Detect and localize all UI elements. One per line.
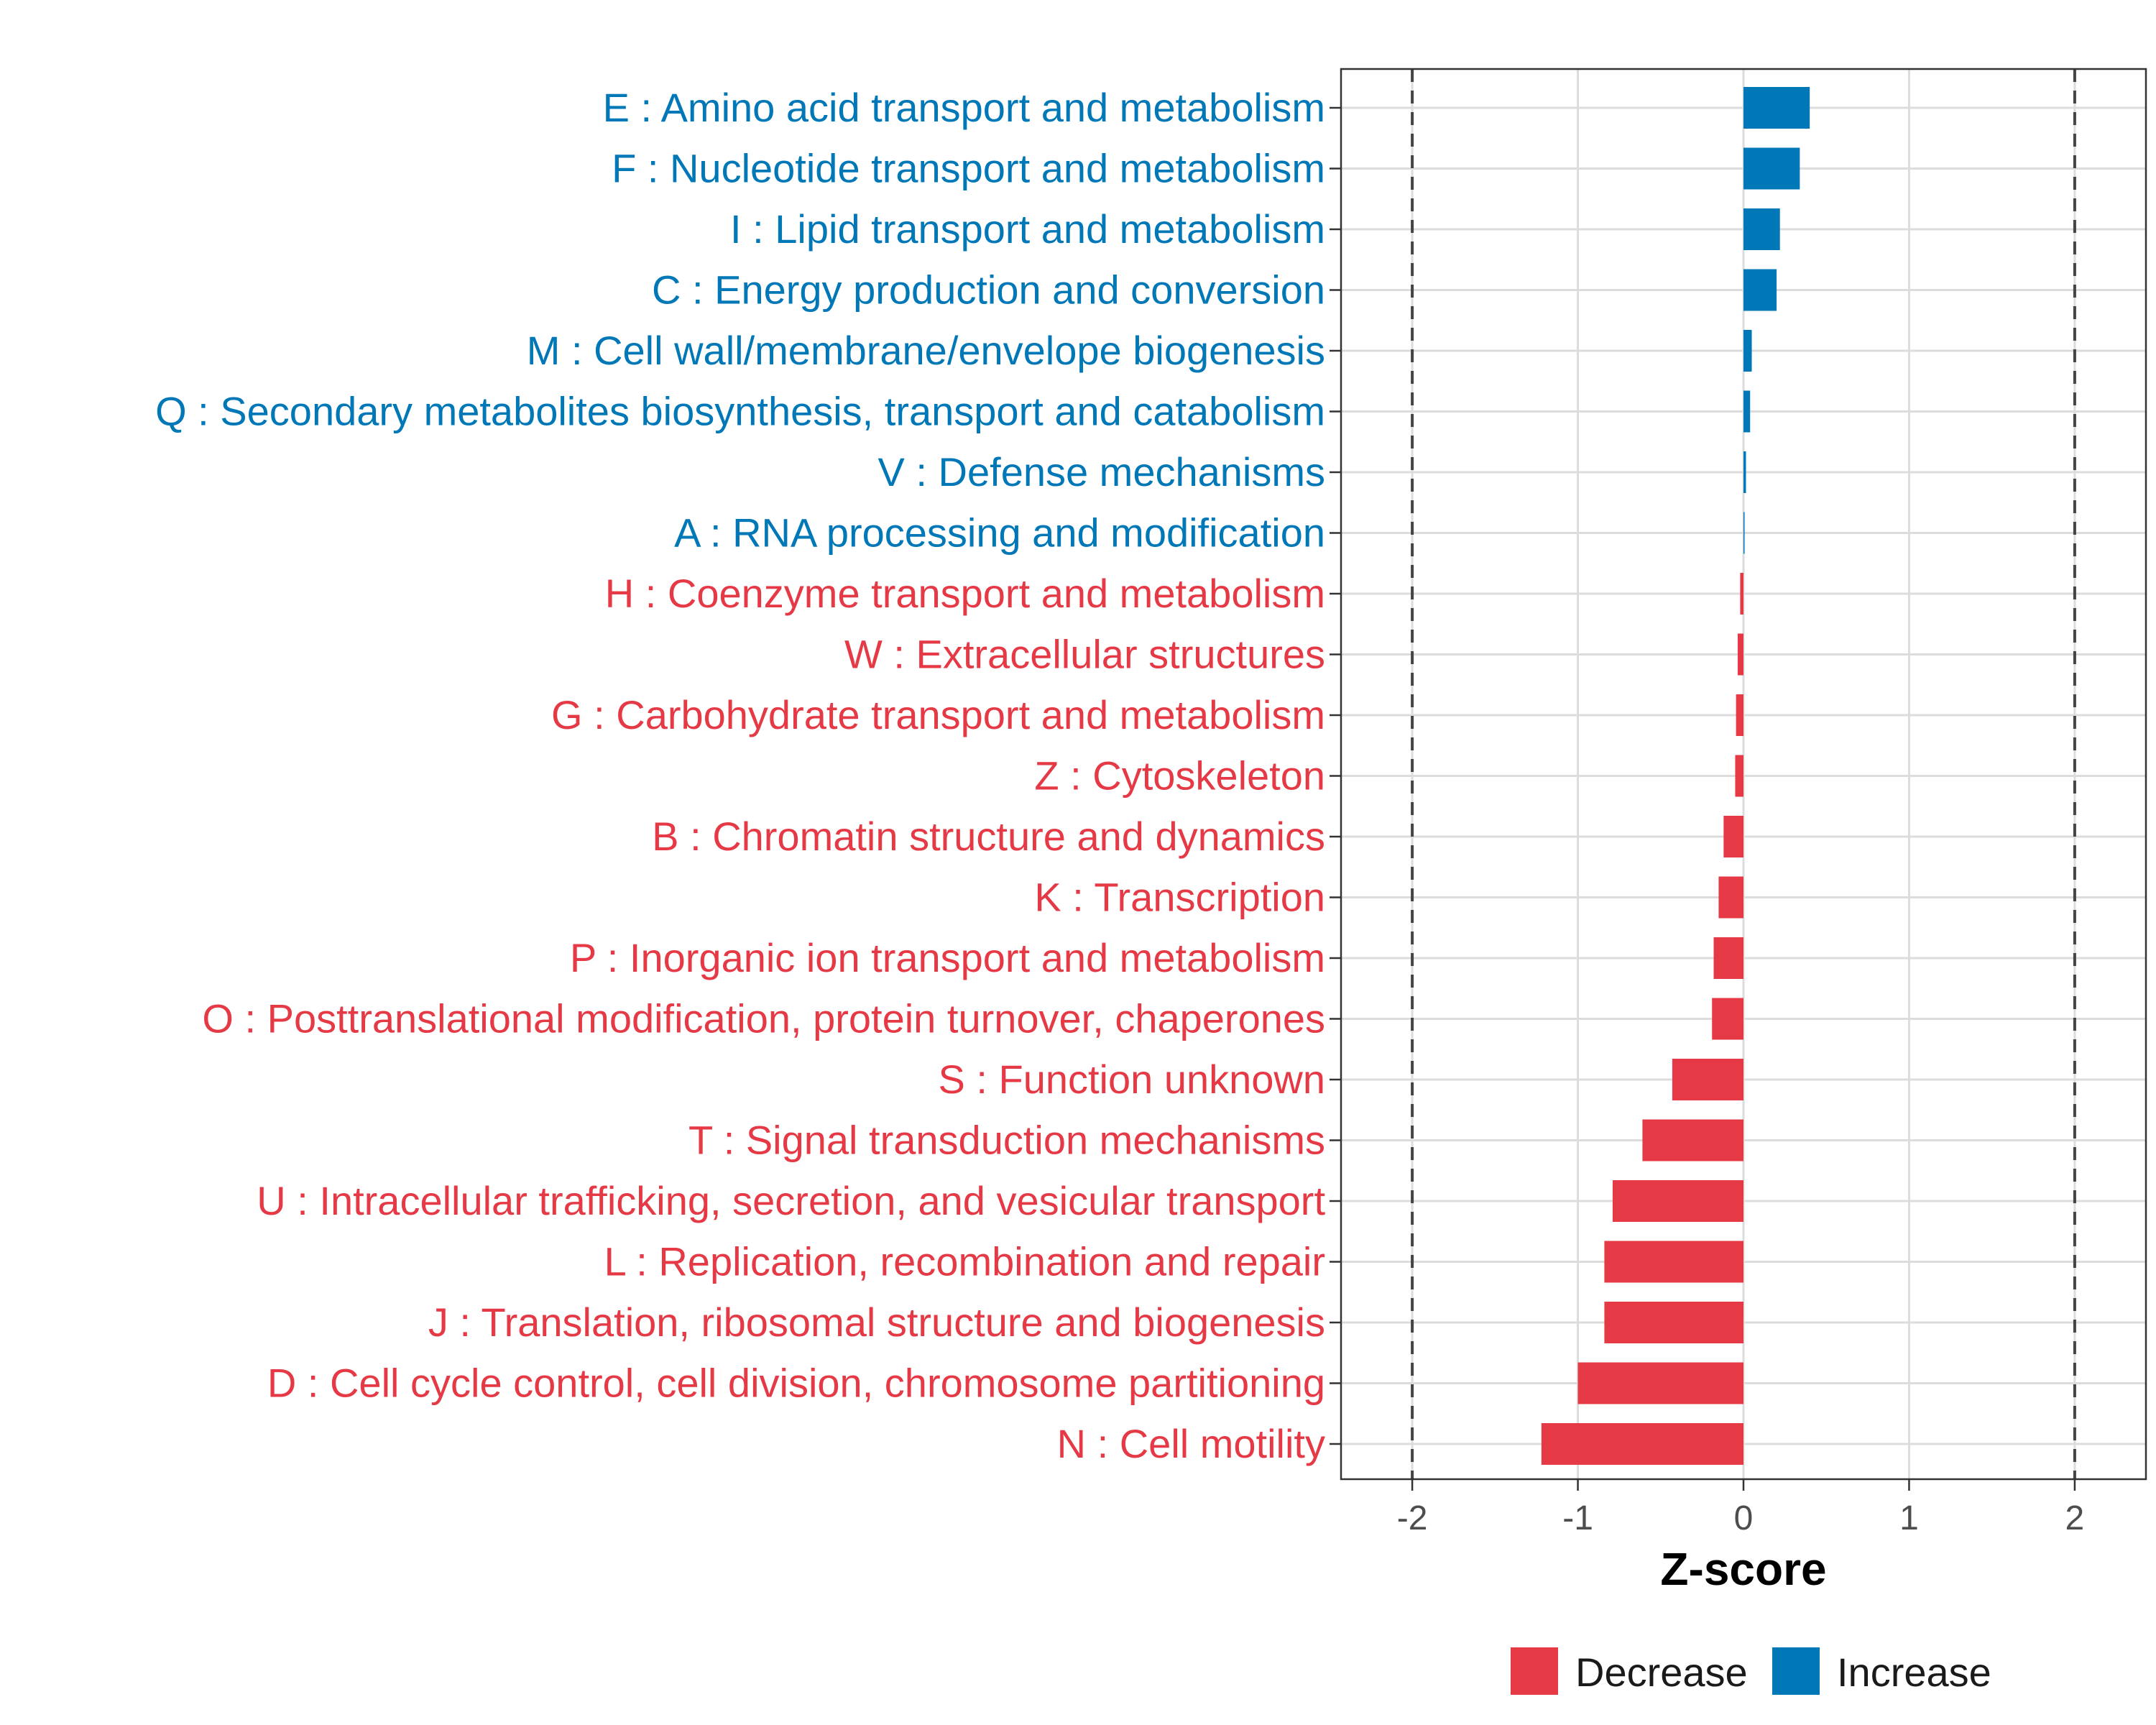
- bar: [1713, 937, 1743, 979]
- bar: [1672, 1059, 1743, 1100]
- bar: [1541, 1423, 1743, 1465]
- x-tick-label: -2: [1397, 1499, 1428, 1537]
- legend-swatch-increase: [1772, 1647, 1820, 1695]
- category-label: E : Amino acid transport and metabolism: [603, 85, 1325, 130]
- bar: [1723, 816, 1743, 857]
- category-label: Z : Cytoskeleton: [1034, 753, 1325, 799]
- category-label: P : Inorganic ion transport and metaboli…: [570, 935, 1325, 980]
- bar: [1743, 451, 1746, 493]
- bar: [1740, 573, 1743, 615]
- legend-label-increase: Increase: [1837, 1650, 1991, 1695]
- category-label: O : Posttranslational modification, prot…: [202, 996, 1325, 1041]
- bar: [1743, 147, 1800, 190]
- bar: [1735, 755, 1743, 797]
- bar: [1743, 390, 1751, 433]
- category-label: I : Lipid transport and metabolism: [730, 206, 1325, 252]
- category-label: J : Translation, ribosomal structure and…: [428, 1300, 1325, 1345]
- category-label: N : Cell motility: [1057, 1421, 1325, 1466]
- category-label: H : Coenzyme transport and metabolism: [605, 571, 1325, 616]
- bar: [1718, 876, 1743, 919]
- category-label: L : Replication, recombination and repai…: [604, 1239, 1325, 1284]
- bar: [1577, 1362, 1743, 1404]
- bar: [1612, 1180, 1743, 1222]
- bar: [1743, 87, 1810, 129]
- x-tick-label: -1: [1562, 1499, 1593, 1537]
- category-label: C : Energy production and conversion: [652, 267, 1325, 313]
- bar: [1604, 1302, 1743, 1343]
- bar: [1737, 633, 1743, 676]
- bar: [1743, 269, 1777, 311]
- legend-swatch-decrease: [1511, 1647, 1558, 1695]
- category-label: Q : Secondary metabolites biosynthesis, …: [155, 389, 1325, 434]
- legend-label-decrease: Decrease: [1575, 1650, 1748, 1695]
- category-label: A : RNA processing and modification: [674, 510, 1325, 556]
- bar: [1743, 512, 1745, 554]
- category-label: K : Transcription: [1034, 875, 1325, 920]
- x-tick-label: 1: [1899, 1499, 1919, 1537]
- category-label: W : Extracellular structures: [844, 632, 1325, 677]
- category-label: T : Signal transduction mechanisms: [688, 1118, 1325, 1163]
- x-axis-title: Z-score: [1660, 1543, 1826, 1595]
- reference-line-layer: [1411, 69, 2076, 1479]
- bar: [1743, 330, 1752, 372]
- category-label: M : Cell wall/membrane/envelope biogenes…: [527, 328, 1325, 373]
- bar: [1642, 1119, 1743, 1162]
- x-tick-label: 0: [1734, 1499, 1754, 1537]
- category-label: V : Defense mechanisms: [878, 449, 1325, 494]
- category-label: B : Chromatin structure and dynamics: [652, 814, 1325, 859]
- category-label: U : Intracellular trafficking, secretion…: [257, 1178, 1325, 1223]
- y-axis: E : Amino acid transport and metabolism F…: [155, 85, 1341, 1466]
- category-label: G : Carbohydrate transport and metabolis…: [551, 692, 1325, 737]
- category-label: D : Cell cycle control, cell division, c…: [267, 1361, 1325, 1406]
- category-label: S : Function unknown: [938, 1057, 1325, 1102]
- bar: [1604, 1241, 1743, 1283]
- bar: [1712, 998, 1743, 1040]
- category-label: F : Nucleotide transport and metabolism: [612, 146, 1325, 191]
- x-axis: -2 -1 0 1 2: [1397, 1479, 2085, 1537]
- bar: [1736, 694, 1743, 736]
- bar-layer: [1541, 87, 1810, 1465]
- legend: Decrease Increase: [1511, 1647, 1991, 1695]
- x-tick-label: 2: [2065, 1499, 2085, 1537]
- bar: [1743, 208, 1780, 250]
